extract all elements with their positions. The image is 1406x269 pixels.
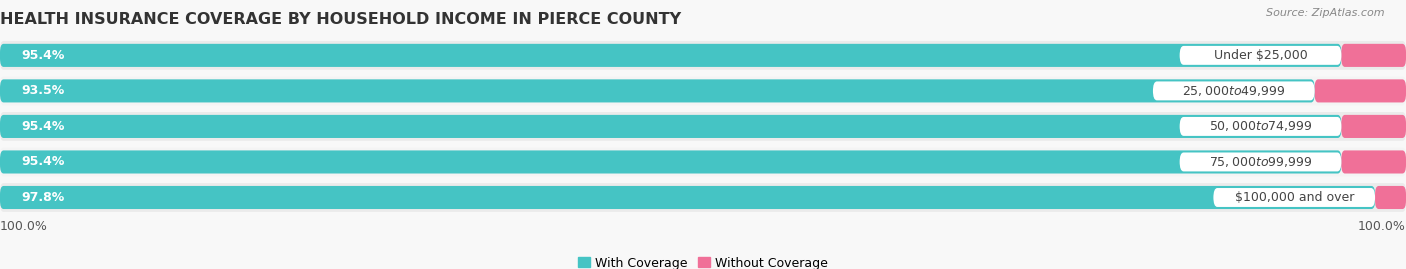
FancyBboxPatch shape [1180,153,1341,171]
FancyBboxPatch shape [0,44,1341,67]
Text: Under $25,000: Under $25,000 [1213,49,1308,62]
Text: 95.4%: 95.4% [21,120,65,133]
FancyBboxPatch shape [0,150,1341,174]
FancyBboxPatch shape [0,183,1406,212]
Text: 95.4%: 95.4% [21,49,65,62]
Text: $25,000 to $49,999: $25,000 to $49,999 [1182,84,1285,98]
FancyBboxPatch shape [0,76,1406,105]
FancyBboxPatch shape [0,148,1406,176]
FancyBboxPatch shape [0,115,1341,138]
FancyBboxPatch shape [0,186,1375,209]
Text: $75,000 to $99,999: $75,000 to $99,999 [1209,155,1312,169]
Text: 100.0%: 100.0% [0,220,48,232]
Text: 95.4%: 95.4% [21,155,65,168]
FancyBboxPatch shape [1153,82,1315,100]
Text: 97.8%: 97.8% [21,191,65,204]
FancyBboxPatch shape [1341,150,1406,174]
FancyBboxPatch shape [0,79,1315,102]
FancyBboxPatch shape [1375,186,1406,209]
Legend: With Coverage, Without Coverage: With Coverage, Without Coverage [572,252,834,269]
Text: $50,000 to $74,999: $50,000 to $74,999 [1209,119,1312,133]
FancyBboxPatch shape [1180,117,1341,136]
Text: Source: ZipAtlas.com: Source: ZipAtlas.com [1267,8,1385,18]
Text: 93.5%: 93.5% [21,84,65,97]
FancyBboxPatch shape [1341,44,1406,67]
Text: HEALTH INSURANCE COVERAGE BY HOUSEHOLD INCOME IN PIERCE COUNTY: HEALTH INSURANCE COVERAGE BY HOUSEHOLD I… [0,12,681,27]
FancyBboxPatch shape [1341,115,1406,138]
FancyBboxPatch shape [0,112,1406,141]
FancyBboxPatch shape [1213,188,1375,207]
Text: 100.0%: 100.0% [1358,220,1406,232]
FancyBboxPatch shape [1180,46,1341,65]
Text: $100,000 and over: $100,000 and over [1234,191,1354,204]
FancyBboxPatch shape [1315,79,1406,102]
FancyBboxPatch shape [0,41,1406,70]
